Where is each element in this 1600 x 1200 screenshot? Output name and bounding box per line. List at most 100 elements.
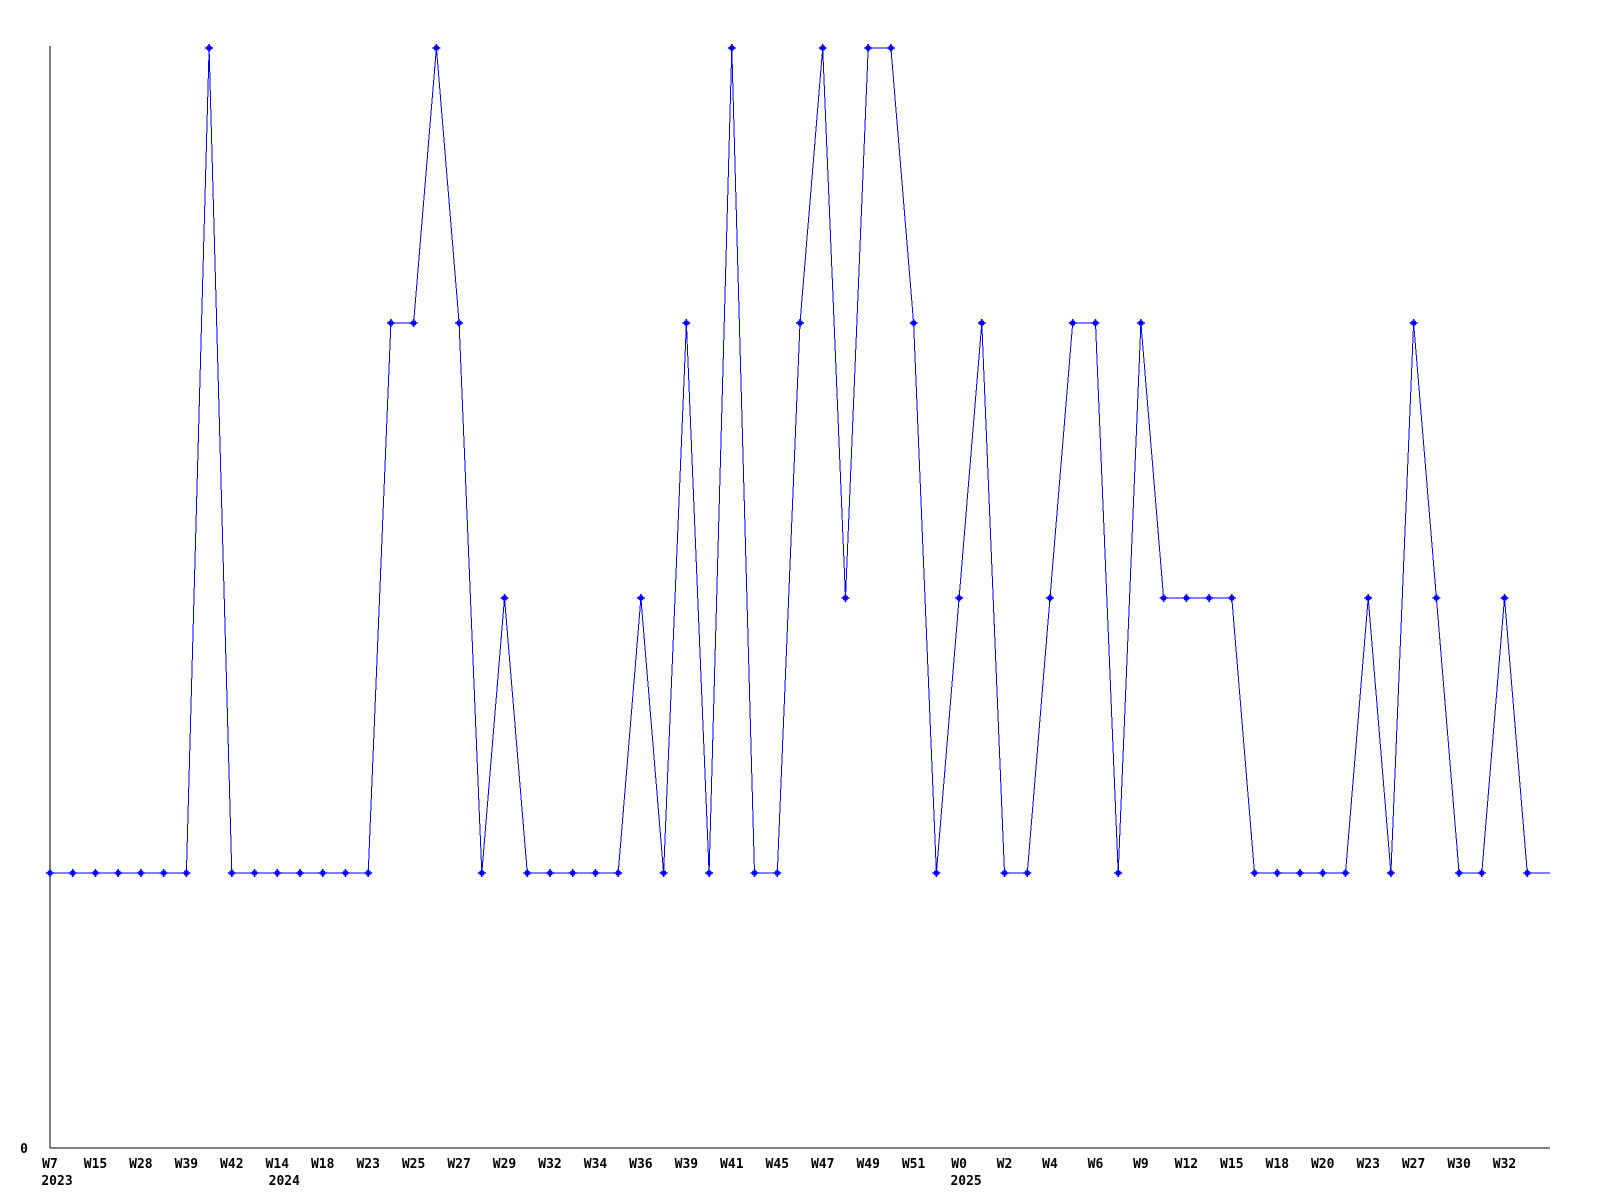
data-point-marker [318,869,327,877]
x-tick-week-label: W23 [356,1157,379,1172]
data-point-marker [1477,869,1486,877]
data-point-marker [296,869,304,877]
x-tick-year-label: 2024 [269,1174,300,1189]
data-point-marker [182,869,191,877]
data-point-marker [1455,869,1464,877]
data-series-group [50,47,1550,874]
x-tick-week-label: W51 [902,1157,926,1172]
data-point-marker [886,44,895,52]
data-point-marker [1250,869,1259,877]
x-tick-week-label: W30 [1447,1157,1471,1172]
x-tick-week-label: W9 [1133,1157,1149,1172]
data-point-marker [1273,869,1282,877]
data-point-marker [136,869,145,877]
data-series-line [50,47,1550,874]
data-point-marker [1386,869,1395,877]
x-tick-week-label: W18 [1266,1157,1290,1172]
data-point-marker [682,319,691,327]
x-tick-week-label: W42 [220,1157,243,1172]
x-tick-week-label: W7 [42,1157,58,1172]
data-point-marker [1409,319,1418,327]
x-tick-week-label: W36 [629,1157,653,1172]
data-point-marker [477,869,486,877]
x-tick-week-label: W32 [1493,1157,1516,1172]
data-point-marker [455,319,464,327]
data-point-marker [1523,869,1532,877]
data-point-marker [1227,594,1236,602]
x-tick-week-label: W34 [584,1157,608,1172]
x-tick-week-label: W39 [175,1157,198,1172]
x-tick-week-label: W32 [538,1157,561,1172]
data-point-marker [955,594,964,602]
data-point-marker [909,319,918,327]
data-point-marker [977,319,986,327]
data-point-marker [273,869,282,877]
x-axis-tick-labels-group: W7 2023 W15 W28 W39 W42 W14 2024 W18 W23 W25 W27 W29… [41,1157,1516,1189]
data-point-marker [659,869,668,877]
x-tick-week-label: W15 [84,1157,107,1172]
x-tick-week-label: W6 [1088,1157,1104,1172]
data-point-marker [91,869,100,877]
data-point-marker [250,869,259,877]
x-tick-week-label: W23 [1356,1157,1379,1172]
data-point-marker [227,869,236,877]
data-point-marker [750,869,759,877]
data-point-marker [546,869,554,877]
data-point-marker [1159,594,1168,602]
data-point-marker [386,319,395,327]
data-point-marker [864,44,873,52]
data-point-marker [636,594,645,602]
x-tick-week-label: W47 [811,1157,834,1172]
x-tick-week-label: W20 [1311,1157,1335,1172]
data-point-marker [1182,594,1191,602]
data-point-marker [114,869,123,877]
x-tick-week-label: W27 [1402,1157,1425,1172]
data-point-marker [1000,869,1009,877]
x-tick-week-label: W14 [266,1157,290,1172]
data-point-marker [773,869,782,877]
data-point-markers-group [46,44,1532,877]
data-point-marker [1296,869,1304,877]
x-tick-week-label: W45 [766,1157,789,1172]
x-tick-year-label: 2023 [41,1174,72,1189]
data-point-marker [500,594,509,602]
data-point-marker [1432,594,1441,602]
data-point-marker [1136,319,1145,327]
x-tick-week-label: W0 [951,1157,967,1172]
y-axis-zero-label: 0 [20,1142,28,1157]
x-tick-week-label: W41 [720,1157,744,1172]
data-point-marker [841,594,850,602]
x-tick-week-label: W49 [856,1157,879,1172]
data-point-marker [1091,319,1100,327]
x-tick-week-label: W27 [447,1157,470,1172]
data-point-marker [205,44,214,52]
data-point-marker [1068,319,1077,327]
x-tick-week-label: W18 [311,1157,335,1172]
x-tick-week-label: W39 [675,1157,698,1172]
data-point-marker [727,44,736,52]
data-point-marker [159,869,168,877]
data-point-marker [1500,594,1509,602]
data-point-marker [818,44,827,52]
data-point-marker [1046,594,1054,602]
data-point-marker [364,869,373,877]
data-point-marker [705,869,714,877]
x-tick-week-label: W25 [402,1157,425,1172]
x-tick-year-label: 2025 [950,1174,981,1189]
data-point-marker [523,869,532,877]
data-point-marker [432,44,441,52]
x-tick-week-label: W15 [1220,1157,1243,1172]
data-point-marker [568,869,577,877]
data-point-marker [1341,869,1350,877]
data-point-marker [68,869,77,877]
data-point-marker [341,869,350,877]
x-tick-week-label: W29 [493,1157,516,1172]
data-point-marker [1114,869,1123,877]
data-point-marker [796,319,804,327]
x-tick-week-label: W28 [129,1157,153,1172]
data-point-marker [591,869,600,877]
data-point-marker [614,869,623,877]
x-tick-week-label: W2 [997,1157,1013,1172]
